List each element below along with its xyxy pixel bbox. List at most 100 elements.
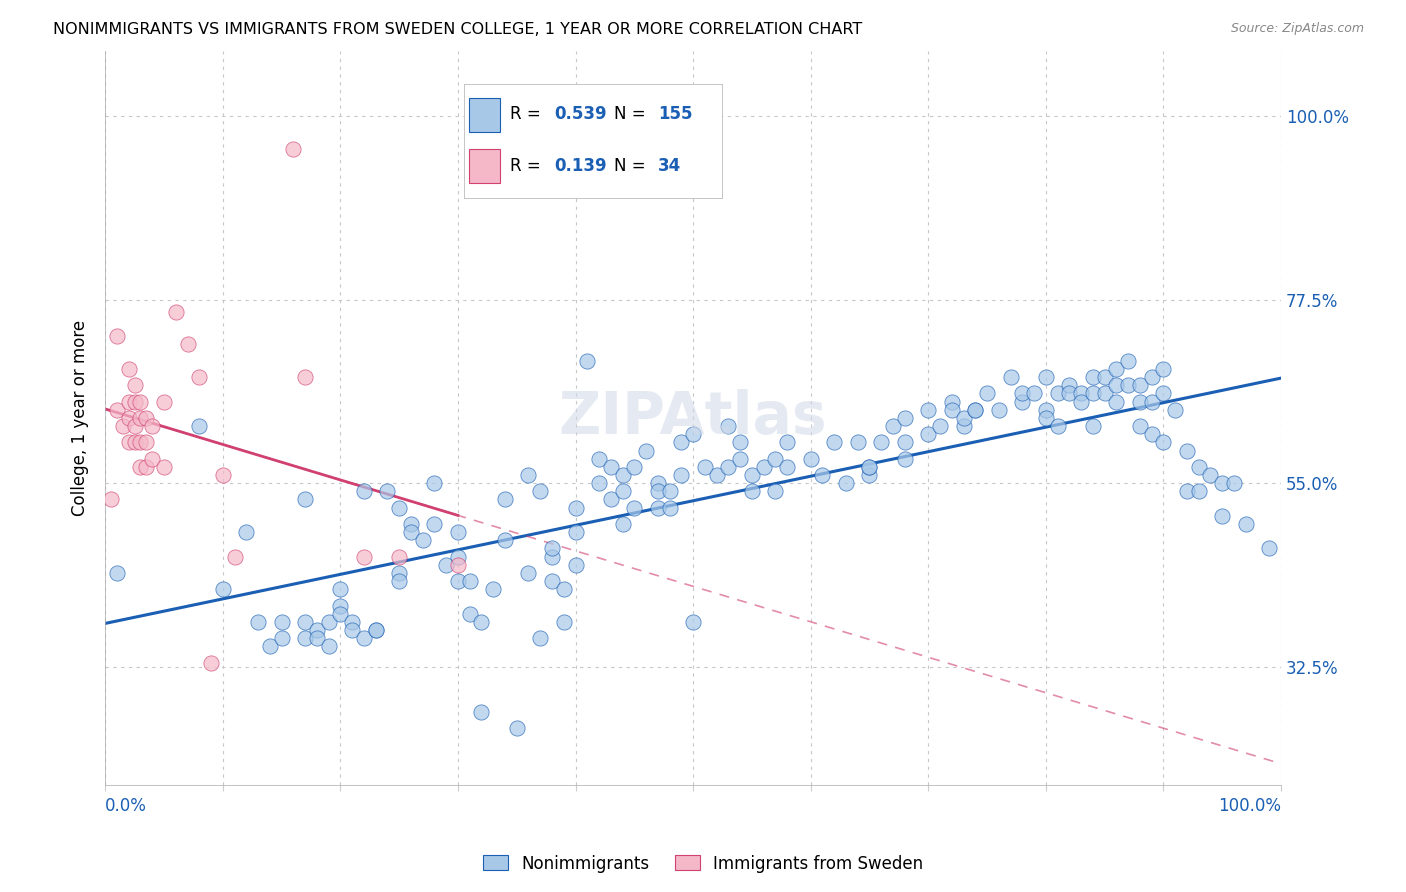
- Point: [447, 549, 470, 564]
- Point: [541, 549, 564, 564]
- Point: [564, 558, 586, 572]
- Point: [1094, 370, 1116, 384]
- Point: [612, 516, 634, 531]
- Point: [118, 394, 141, 409]
- Point: [200, 656, 222, 670]
- Point: [353, 549, 375, 564]
- Point: [682, 427, 704, 442]
- Point: [965, 402, 987, 417]
- Point: [1188, 484, 1211, 499]
- Point: [141, 419, 163, 434]
- Point: [1129, 394, 1152, 409]
- Point: [800, 451, 823, 466]
- Point: [658, 500, 681, 515]
- Point: [541, 574, 564, 588]
- Point: [329, 582, 352, 597]
- Point: [124, 378, 146, 392]
- Point: [399, 516, 422, 531]
- Point: [564, 500, 586, 515]
- Point: [470, 615, 492, 629]
- Point: [1140, 370, 1163, 384]
- Point: [129, 435, 152, 450]
- Text: NONIMMIGRANTS VS IMMIGRANTS FROM SWEDEN COLLEGE, 1 YEAR OR MORE CORRELATION CHAR: NONIMMIGRANTS VS IMMIGRANTS FROM SWEDEN …: [53, 22, 863, 37]
- Point: [728, 451, 751, 466]
- Point: [1140, 427, 1163, 442]
- Point: [294, 615, 316, 629]
- Point: [294, 370, 316, 384]
- Point: [576, 353, 599, 368]
- Point: [517, 468, 540, 483]
- Point: [1129, 378, 1152, 392]
- Point: [952, 410, 974, 425]
- Point: [1152, 435, 1174, 450]
- Point: [129, 394, 152, 409]
- Point: [482, 582, 505, 597]
- Point: [434, 558, 457, 572]
- Point: [517, 566, 540, 580]
- Point: [623, 500, 645, 515]
- Point: [529, 484, 551, 499]
- Point: [693, 459, 716, 474]
- Point: [340, 623, 363, 637]
- Point: [118, 435, 141, 450]
- Point: [588, 451, 610, 466]
- Point: [377, 484, 399, 499]
- Point: [1175, 443, 1198, 458]
- Point: [235, 525, 257, 540]
- Point: [965, 402, 987, 417]
- Point: [763, 451, 786, 466]
- Point: [623, 459, 645, 474]
- Point: [294, 492, 316, 507]
- Point: [399, 525, 422, 540]
- Point: [776, 459, 799, 474]
- Point: [917, 427, 939, 442]
- Point: [634, 443, 657, 458]
- Point: [1070, 394, 1092, 409]
- Point: [188, 370, 211, 384]
- Point: [823, 435, 845, 450]
- Point: [599, 492, 621, 507]
- Point: [541, 541, 564, 556]
- Point: [305, 632, 328, 646]
- Point: [318, 640, 340, 654]
- Point: [388, 500, 411, 515]
- Point: [1164, 402, 1187, 417]
- Point: [118, 410, 141, 425]
- Text: ZIPAtlas: ZIPAtlas: [558, 390, 827, 446]
- Point: [647, 500, 669, 515]
- Point: [259, 640, 281, 654]
- Point: [1105, 362, 1128, 376]
- Point: [1175, 484, 1198, 499]
- Point: [423, 476, 446, 491]
- Point: [270, 632, 292, 646]
- Point: [506, 721, 529, 735]
- Point: [893, 410, 915, 425]
- Point: [447, 558, 470, 572]
- Point: [1011, 386, 1033, 401]
- Point: [612, 484, 634, 499]
- Point: [211, 582, 233, 597]
- Point: [763, 484, 786, 499]
- Point: [658, 484, 681, 499]
- Point: [270, 615, 292, 629]
- Point: [247, 615, 270, 629]
- Point: [494, 492, 516, 507]
- Point: [188, 419, 211, 434]
- Point: [364, 623, 387, 637]
- Point: [941, 394, 963, 409]
- Point: [858, 468, 880, 483]
- Point: [1022, 386, 1045, 401]
- Point: [952, 419, 974, 434]
- Point: [283, 142, 305, 156]
- Point: [671, 435, 693, 450]
- Point: [728, 435, 751, 450]
- Point: [893, 435, 915, 450]
- Point: [124, 419, 146, 434]
- Point: [458, 574, 481, 588]
- Point: [1046, 419, 1069, 434]
- Point: [1152, 362, 1174, 376]
- Point: [1059, 386, 1081, 401]
- Point: [987, 402, 1010, 417]
- Point: [118, 362, 141, 376]
- Point: [717, 459, 740, 474]
